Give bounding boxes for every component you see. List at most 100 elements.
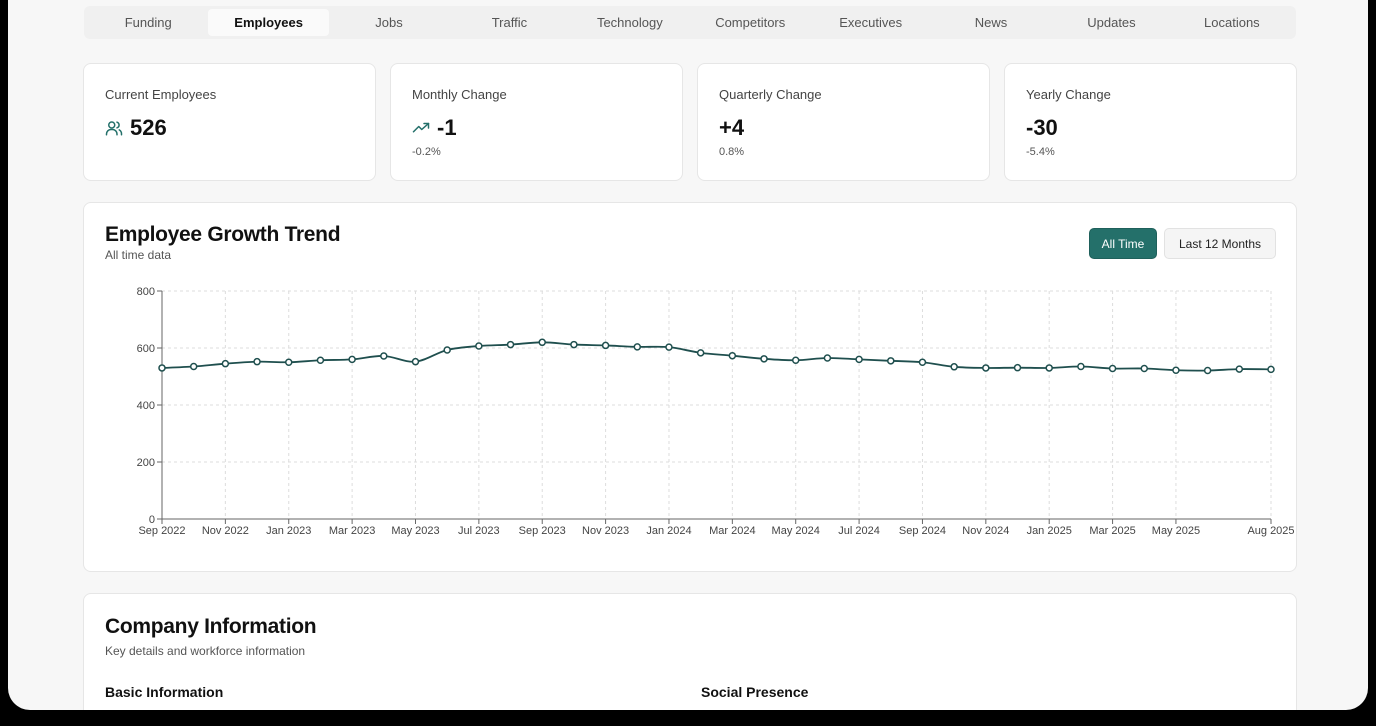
x-tick-label: May 2025 <box>1152 525 1200 537</box>
data-point <box>1045 364 1053 372</box>
data-point <box>1013 363 1022 372</box>
stat-percent: -0.2% <box>412 146 441 158</box>
data-point <box>1267 365 1275 374</box>
x-tick-label: May 2024 <box>772 525 820 537</box>
data-point <box>411 357 420 366</box>
stat-value: -30 <box>1026 115 1058 140</box>
stat-label: Yearly Change <box>1026 87 1111 102</box>
tab-jobs[interactable]: Jobs <box>375 15 403 30</box>
data-point <box>348 355 356 364</box>
x-tick-label: Sep 2024 <box>899 525 946 537</box>
data-point <box>855 355 863 364</box>
series-line-employees <box>161 341 1272 372</box>
stat-value: +4 <box>719 115 745 140</box>
data-point <box>823 354 832 362</box>
data-point <box>1140 364 1149 373</box>
data-point <box>189 362 198 371</box>
basic-info-heading: Basic Information <box>105 684 224 700</box>
tab-locations[interactable]: Locations <box>1204 15 1260 30</box>
company-info-subtitle: Key details and workforce information <box>105 644 306 658</box>
tab-funding[interactable]: Funding <box>124 15 172 30</box>
data-point <box>728 351 737 360</box>
data-point <box>475 342 483 350</box>
data-point <box>1203 366 1212 375</box>
stat-card-quarterly-change: Quarterly Change +4 0.8% <box>697 63 990 181</box>
social-presence-heading: Social Presence <box>701 684 809 700</box>
stat-label: Quarterly Change <box>719 87 822 102</box>
x-tick-label: Sep 2023 <box>519 525 566 537</box>
x-tick-label: Aug 2025 <box>1247 525 1294 537</box>
data-point <box>633 343 642 351</box>
x-tick-label: Jul 2023 <box>458 525 500 537</box>
users-icon <box>105 119 123 137</box>
data-point <box>760 355 768 363</box>
tab-technology[interactable]: Technology <box>596 15 663 30</box>
stat-value: -1 <box>437 115 457 140</box>
data-point <box>158 364 166 372</box>
stat-percent: -5.4% <box>1026 146 1055 158</box>
data-point <box>791 356 800 365</box>
tab-executives[interactable]: Executives <box>839 15 903 30</box>
x-tick-label: Jan 2024 <box>646 525 691 537</box>
data-point <box>1108 364 1117 373</box>
data-point <box>538 338 546 347</box>
y-tick-label: 400 <box>137 400 155 412</box>
stat-card-monthly-change: Monthly Change -1 -0.2% <box>390 63 683 181</box>
data-point <box>443 346 451 354</box>
y-tick-label: 0 <box>149 514 155 526</box>
data-point <box>221 359 230 368</box>
data-point <box>506 340 515 349</box>
last-12-months-button[interactable]: Last 12 Months <box>1164 228 1276 259</box>
x-tick-label: Sep 2022 <box>138 525 185 537</box>
data-point <box>918 358 927 366</box>
x-tick-label: May 2023 <box>391 525 439 537</box>
trending-icon <box>412 119 430 137</box>
x-tick-label: Mar 2025 <box>1089 525 1135 537</box>
employee-growth-chart: 0 200 400 600 800 Sep 2022 Nov 2022 Jan 2023 Mar… <box>137 286 1295 537</box>
data-point <box>1172 366 1180 374</box>
data-point <box>1077 362 1085 371</box>
y-tick-label: 800 <box>137 286 155 298</box>
x-tick-label: Nov 2024 <box>962 525 1009 537</box>
data-point <box>982 364 990 372</box>
y-tick-label: 200 <box>137 457 155 469</box>
stat-label: Current Employees <box>105 87 217 102</box>
x-tick-label: Nov 2023 <box>582 525 629 537</box>
x-tick-label: Jul 2024 <box>838 525 880 537</box>
stat-percent: 0.8% <box>719 146 745 158</box>
data-point <box>601 341 610 350</box>
section-tabs: Funding Employees Jobs Traffic Technolog… <box>84 6 1296 39</box>
chart-title: Employee Growth Trend <box>105 223 341 246</box>
data-point <box>887 357 895 365</box>
y-tick-label: 600 <box>137 343 155 355</box>
stat-value: 526 <box>130 115 167 140</box>
stat-card-current-employees: Current Employees 526 <box>83 63 376 181</box>
data-point <box>380 352 388 360</box>
tab-competitors[interactable]: Competitors <box>715 15 786 30</box>
tab-updates[interactable]: Updates <box>1087 15 1136 30</box>
data-point <box>696 349 705 357</box>
data-point <box>665 343 673 351</box>
employee-growth-card: Employee Growth Trend All time data All … <box>83 202 1297 572</box>
tab-traffic[interactable]: Traffic <box>491 15 528 30</box>
x-tick-label: Mar 2023 <box>329 525 375 537</box>
data-point <box>570 340 578 349</box>
company-info-title: Company Information <box>105 615 317 638</box>
stat-card-yearly-change: Yearly Change -30 -5.4% <box>1004 63 1297 181</box>
tab-employees[interactable]: Employees <box>208 9 329 36</box>
x-tick-label: Jan 2025 <box>1027 525 1072 537</box>
tab-news[interactable]: News <box>974 15 1008 30</box>
x-tick-label: Mar 2024 <box>709 525 755 537</box>
all-time-button[interactable]: All Time <box>1089 228 1157 259</box>
x-tick-label: Jan 2023 <box>266 525 311 537</box>
data-point <box>316 356 325 365</box>
stat-label: Monthly Change <box>412 87 507 102</box>
data-point <box>253 357 261 366</box>
company-info-card: Company Information Key details and work… <box>83 593 1297 710</box>
data-point <box>284 358 293 366</box>
x-tick-label: Nov 2022 <box>202 525 249 537</box>
app-screen: Funding Employees Jobs Traffic Technolog… <box>8 0 1368 710</box>
chart-subtitle: All time data <box>105 248 172 262</box>
data-point <box>950 363 958 371</box>
data-point <box>1235 365 1244 373</box>
